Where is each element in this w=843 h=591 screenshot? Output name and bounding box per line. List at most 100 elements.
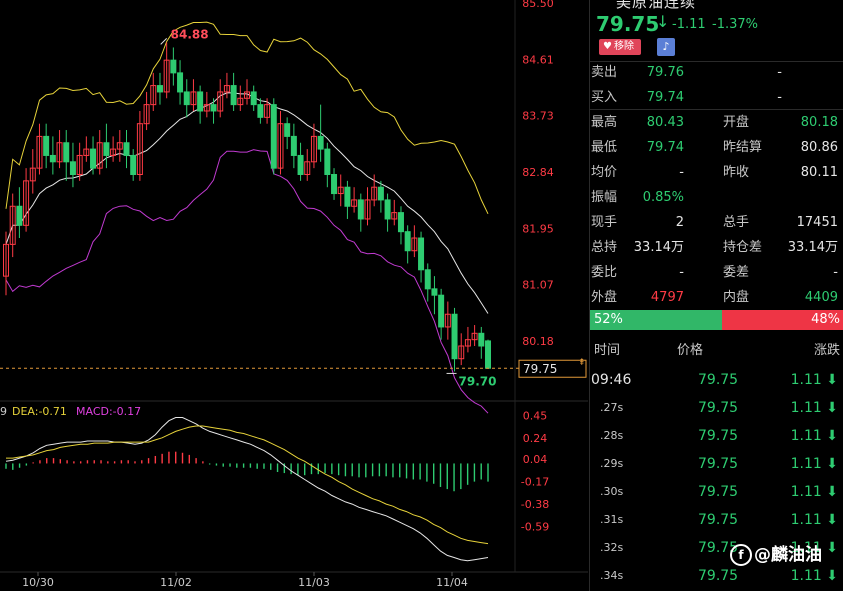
candle-body — [424, 269, 431, 290]
candle-body — [290, 135, 297, 156]
buy-volume: - — [777, 90, 782, 105]
instrument-title: 美原油连续 — [616, 0, 697, 11]
tick-time: .29s — [600, 457, 624, 470]
stat-label: 总手 — [723, 215, 750, 230]
macd-dea-label: DEA:-0.71 — [12, 405, 67, 418]
candle-body — [130, 154, 137, 176]
down-arrow-icon: ⬇ — [821, 568, 838, 584]
high-marker-line — [160, 38, 168, 45]
candle-body — [331, 174, 338, 195]
macd-value-label: MACD:-0.17 — [76, 405, 141, 418]
candle-body — [357, 199, 364, 220]
candle-body — [16, 205, 23, 226]
candle-body — [384, 199, 391, 220]
tick-row: 09:46 79.75 1.11 ⬇ — [590, 366, 843, 394]
remove-watchlist-button[interactable]: ♥ 移除 — [599, 39, 641, 55]
pin-icon: ⇞ — [578, 358, 586, 368]
candle-body — [29, 167, 36, 182]
candle-body — [69, 161, 76, 176]
stat-row-order-ratio: 委比 - 委差 - — [590, 260, 843, 285]
candle-body — [150, 85, 157, 106]
candle-body — [110, 148, 117, 156]
down-arrow-icon: ⬇ — [821, 428, 838, 444]
candle-body — [364, 199, 371, 220]
x-axis-label: 10/30 — [22, 576, 54, 589]
candle-body — [190, 91, 197, 106]
stat-label: 开盘 — [723, 115, 750, 130]
tick-time: .31s — [600, 513, 624, 526]
tick-price: 79.75 — [698, 372, 739, 388]
candle-body — [177, 72, 184, 93]
tick-change: 1.11 ⬇ — [790, 540, 838, 556]
candle-body — [458, 345, 465, 360]
candle-body — [264, 104, 271, 118]
candle-body — [237, 97, 244, 106]
stat-label: 委比 — [591, 265, 618, 280]
down-arrow-icon: ⬇ — [821, 484, 838, 500]
stat-value: 4409 — [804, 290, 838, 305]
candle-body — [485, 340, 491, 369]
candle-body — [230, 85, 237, 106]
price-change-pct: -1.37% — [712, 17, 758, 32]
stat-value: 2 — [675, 215, 684, 230]
tick-change: 1.11 ⬇ — [790, 456, 838, 472]
stat-value: 80.11 — [800, 165, 838, 180]
tick-price: 79.75 — [698, 568, 739, 584]
buy-ratio-label: 52% — [594, 312, 623, 327]
divider — [590, 109, 843, 110]
upper-band-line — [5, 21, 489, 215]
tick-change: 1.11 ⬇ — [790, 428, 838, 444]
down-arrow-icon: ⬇ — [821, 456, 838, 472]
tick-price: 79.75 — [698, 456, 739, 472]
alert-bell-button[interactable]: ♪ — [657, 38, 675, 56]
stat-label: 总持 — [591, 240, 618, 255]
price-tick-label: 85.50 — [522, 0, 554, 10]
stat-value: - — [679, 165, 684, 180]
ticks-header-time: 时间 — [594, 343, 621, 358]
candle-body — [56, 142, 63, 163]
sell-price: 79.76 — [646, 65, 684, 80]
candle-body — [103, 142, 110, 156]
divider — [590, 61, 843, 62]
candle-body — [163, 59, 170, 93]
stat-label: 现手 — [591, 215, 618, 230]
tick-row: .31s 79.75 1.11 ⬇ — [590, 506, 843, 534]
candle-body — [3, 243, 9, 277]
candle-body — [244, 91, 250, 99]
tick-row: .34s 79.75 1.11 ⬇ — [590, 562, 843, 590]
candle-body — [136, 123, 143, 176]
tick-time: .27s — [600, 401, 624, 414]
tick-time: .28s — [600, 429, 624, 442]
stat-label: 内盘 — [723, 290, 750, 305]
buy-ratio-bar: 52% — [590, 310, 723, 330]
candle-body — [397, 212, 404, 233]
heart-icon: ♥ — [603, 41, 612, 52]
candle-body — [83, 148, 90, 156]
tick-row: .29s 79.75 1.11 ⬇ — [590, 450, 843, 478]
stat-value: 17451 — [796, 215, 838, 230]
stat-value: 0.85% — [642, 190, 684, 205]
bell-icon: ♪ — [662, 40, 670, 53]
candle-body — [284, 123, 291, 137]
candle-body — [351, 199, 358, 207]
stat-label: 最低 — [591, 140, 618, 155]
tick-change: 1.11 ⬇ — [790, 512, 838, 528]
down-arrow-icon: ⬇ — [821, 512, 838, 528]
candle-body — [277, 123, 284, 169]
macd-diff-line — [5, 417, 489, 562]
candle-body — [90, 148, 97, 169]
price-tick-label: 81.07 — [522, 278, 554, 291]
sell-volume: - — [777, 65, 782, 80]
candle-body — [257, 104, 264, 118]
stat-value: - — [833, 265, 838, 280]
current-price-box — [518, 359, 587, 378]
last-price: 79.75 — [596, 12, 660, 36]
candle-body — [297, 154, 304, 176]
price-change: -1.11 — [672, 17, 706, 32]
candle-body — [49, 154, 56, 163]
candle-body — [76, 154, 83, 176]
macd-tick-label: -0.59 — [521, 521, 549, 534]
price-chart[interactable]: 85.50 84.61 83.73 82.84 81.95 81.07 80.18 84.88… — [0, 0, 588, 591]
candle-body — [478, 332, 485, 347]
stat-row-outer-inner: 外盘 4797 内盘 4409 — [590, 285, 843, 310]
